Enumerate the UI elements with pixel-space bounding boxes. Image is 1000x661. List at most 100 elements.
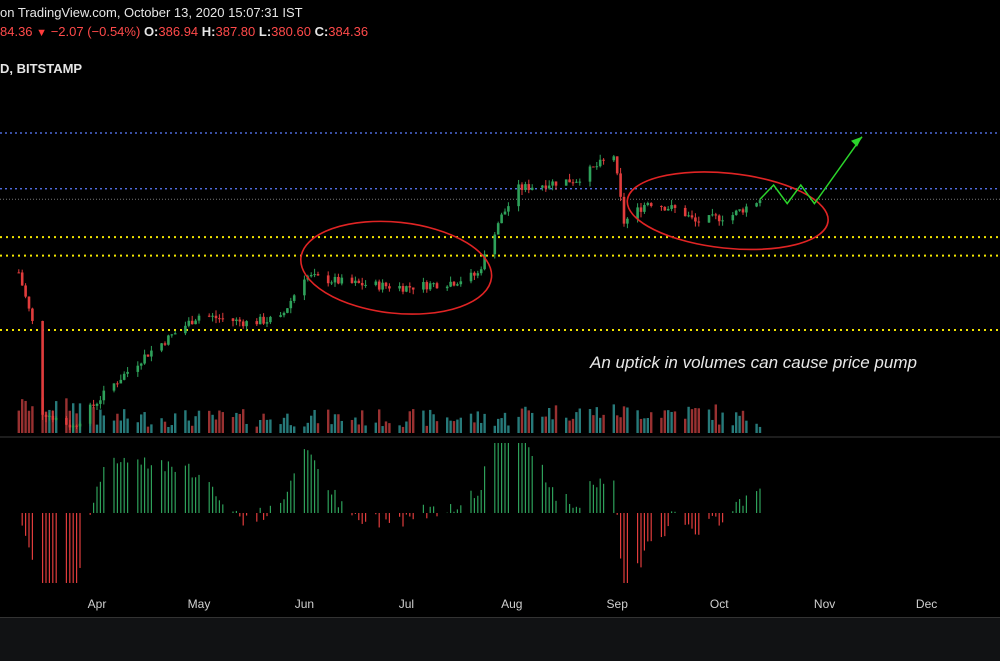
candle-body xyxy=(408,286,412,288)
volume-bar xyxy=(235,412,238,433)
candle-body xyxy=(595,166,599,168)
candle-body xyxy=(337,276,340,284)
candle-body xyxy=(602,159,605,161)
volume-bar xyxy=(473,422,476,433)
volume-bar xyxy=(160,418,163,433)
volume-bar xyxy=(313,409,316,433)
volume-bar xyxy=(333,414,337,433)
volume-bar xyxy=(711,419,714,433)
volume-bar xyxy=(21,399,24,433)
price-chart[interactable]: An uptick in volumes can cause price pum… xyxy=(0,0,1000,617)
candle-body xyxy=(507,206,510,212)
open-label: O: xyxy=(143,24,159,39)
candle-body xyxy=(330,282,333,284)
volume-bar xyxy=(449,420,452,433)
volume-bar xyxy=(187,420,190,433)
highlight-ellipse xyxy=(626,171,829,251)
volume-bar xyxy=(262,413,265,433)
volume-bar xyxy=(231,417,235,433)
volume-bar xyxy=(571,418,575,433)
volume-bar xyxy=(602,414,605,433)
volume-bar xyxy=(422,410,425,433)
volume-bar xyxy=(622,406,626,433)
candle-body xyxy=(575,181,578,183)
volume-bar xyxy=(31,406,34,433)
candle-body xyxy=(116,383,119,385)
candle-body xyxy=(639,207,643,212)
candle-body xyxy=(99,400,102,404)
volume-bar xyxy=(255,426,258,433)
volume-bar xyxy=(673,411,677,433)
volume-bar xyxy=(174,413,177,433)
volume-bar xyxy=(503,412,507,433)
candle-body xyxy=(255,321,259,325)
volume-bar xyxy=(99,409,102,433)
volume-bar xyxy=(507,425,510,433)
x-axis: arAprMayJunJulAugSepOctNovDec20 xyxy=(88,597,938,611)
candle-body xyxy=(758,200,762,204)
volume-bar xyxy=(718,424,721,433)
volume-bar xyxy=(694,408,697,433)
volume-bar xyxy=(75,413,78,433)
volume-bar xyxy=(524,406,527,433)
volume-bar xyxy=(731,425,734,433)
volume-bar xyxy=(303,426,306,433)
candle-body xyxy=(27,296,31,309)
candle-body xyxy=(405,286,408,292)
candle-body xyxy=(102,390,106,401)
candle-body xyxy=(160,343,163,351)
volume-bar xyxy=(531,412,534,433)
candle-body xyxy=(163,343,167,345)
candle-body xyxy=(425,282,429,290)
volume-bar xyxy=(282,417,286,433)
candle-body xyxy=(469,272,473,282)
volume-bar xyxy=(398,425,401,433)
volume-bar xyxy=(140,414,143,433)
volume-bar xyxy=(687,406,690,433)
volume-bar xyxy=(126,418,129,433)
projection-path xyxy=(759,136,863,205)
volume-bar xyxy=(721,412,724,433)
candle-body xyxy=(755,203,758,207)
volume-bar xyxy=(646,418,649,433)
candle-body xyxy=(265,322,269,324)
volume-bar xyxy=(221,412,224,433)
candle-body xyxy=(221,318,225,320)
volume-bar xyxy=(619,417,622,433)
volume-bar xyxy=(551,419,554,433)
volume-bar xyxy=(211,414,214,433)
volume-bar xyxy=(378,409,381,433)
volume-bar xyxy=(245,423,248,433)
candle-body xyxy=(269,316,272,323)
candle-body xyxy=(173,333,177,335)
candle-body xyxy=(31,308,34,321)
candle-body xyxy=(48,415,51,417)
candle-body xyxy=(364,284,367,286)
candle-body xyxy=(527,184,531,190)
volume-bar xyxy=(163,421,167,433)
volume-bar xyxy=(408,411,411,433)
volume-bar xyxy=(279,424,282,433)
volume-bar xyxy=(65,398,68,433)
candle-body xyxy=(65,417,68,425)
candle-body xyxy=(88,404,92,424)
projection-line xyxy=(759,136,863,205)
volume-bar xyxy=(554,405,558,433)
candle-body xyxy=(687,215,690,217)
candle-body xyxy=(374,281,378,285)
candle-body xyxy=(214,315,218,319)
candle-body xyxy=(78,423,82,427)
volume-bar xyxy=(44,411,48,433)
candle-body xyxy=(612,156,616,161)
symbol-label: D, BITSTAMP xyxy=(0,61,83,76)
x-tick-label: Jun xyxy=(295,597,314,611)
volume-bar xyxy=(388,423,391,433)
volume-bar xyxy=(497,418,500,433)
volume-bar xyxy=(456,419,459,433)
candle-body xyxy=(714,214,718,216)
candle-body xyxy=(476,273,480,276)
volume-bar xyxy=(265,419,269,433)
volume-bar xyxy=(741,410,745,433)
candle-body xyxy=(207,315,211,317)
candle-body xyxy=(340,277,344,284)
